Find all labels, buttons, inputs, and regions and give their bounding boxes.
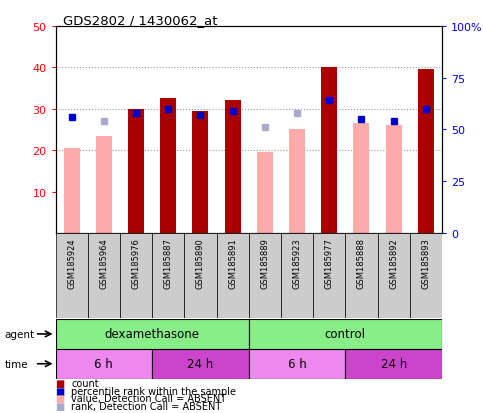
Text: percentile rank within the sample: percentile rank within the sample: [71, 386, 236, 396]
Bar: [249, 233, 281, 318]
Text: time: time: [5, 359, 28, 369]
Text: GSM185888: GSM185888: [357, 237, 366, 288]
Bar: [120, 233, 152, 318]
Bar: [289, 130, 305, 233]
Text: GSM185923: GSM185923: [293, 237, 301, 288]
Bar: [152, 233, 185, 318]
Text: control: control: [325, 328, 366, 341]
Bar: [128, 109, 144, 233]
Bar: [410, 233, 442, 318]
Text: GSM185976: GSM185976: [131, 237, 141, 288]
Bar: [257, 153, 273, 233]
Bar: [160, 99, 176, 233]
Text: ■: ■: [56, 386, 65, 396]
Bar: [354, 124, 369, 233]
Bar: [345, 349, 442, 379]
Bar: [249, 349, 345, 379]
Bar: [96, 136, 112, 233]
Bar: [418, 70, 434, 233]
Text: GSM185924: GSM185924: [67, 237, 76, 288]
Bar: [185, 233, 216, 318]
Text: GDS2802 / 1430062_at: GDS2802 / 1430062_at: [63, 14, 217, 27]
Text: GSM185887: GSM185887: [164, 237, 173, 288]
Text: 6 h: 6 h: [288, 357, 306, 370]
Text: 6 h: 6 h: [95, 357, 113, 370]
Text: GSM185889: GSM185889: [260, 237, 270, 288]
Bar: [281, 233, 313, 318]
Text: count: count: [71, 378, 99, 388]
Text: value, Detection Call = ABSENT: value, Detection Call = ABSENT: [71, 393, 226, 403]
Bar: [64, 149, 80, 233]
Bar: [378, 233, 410, 318]
Bar: [385, 126, 402, 233]
Text: GSM185890: GSM185890: [196, 237, 205, 288]
Bar: [216, 233, 249, 318]
Text: ■: ■: [56, 393, 65, 403]
Bar: [88, 233, 120, 318]
Bar: [192, 112, 209, 233]
Bar: [313, 233, 345, 318]
Text: GSM185891: GSM185891: [228, 237, 237, 288]
Text: GSM185893: GSM185893: [421, 237, 430, 288]
Text: ■: ■: [56, 401, 65, 411]
Text: dexamethasone: dexamethasone: [105, 328, 199, 341]
Text: rank, Detection Call = ABSENT: rank, Detection Call = ABSENT: [71, 401, 221, 411]
Bar: [152, 349, 249, 379]
Bar: [56, 319, 249, 349]
Bar: [345, 233, 378, 318]
Bar: [56, 349, 152, 379]
Text: GSM185892: GSM185892: [389, 237, 398, 288]
Bar: [249, 319, 442, 349]
Bar: [321, 68, 337, 233]
Bar: [56, 233, 88, 318]
Text: ■: ■: [56, 378, 65, 388]
Bar: [225, 101, 241, 233]
Text: GSM185964: GSM185964: [99, 237, 108, 288]
Text: agent: agent: [5, 329, 35, 339]
Text: 24 h: 24 h: [187, 357, 213, 370]
Text: GSM185977: GSM185977: [325, 237, 334, 288]
Text: 24 h: 24 h: [381, 357, 407, 370]
